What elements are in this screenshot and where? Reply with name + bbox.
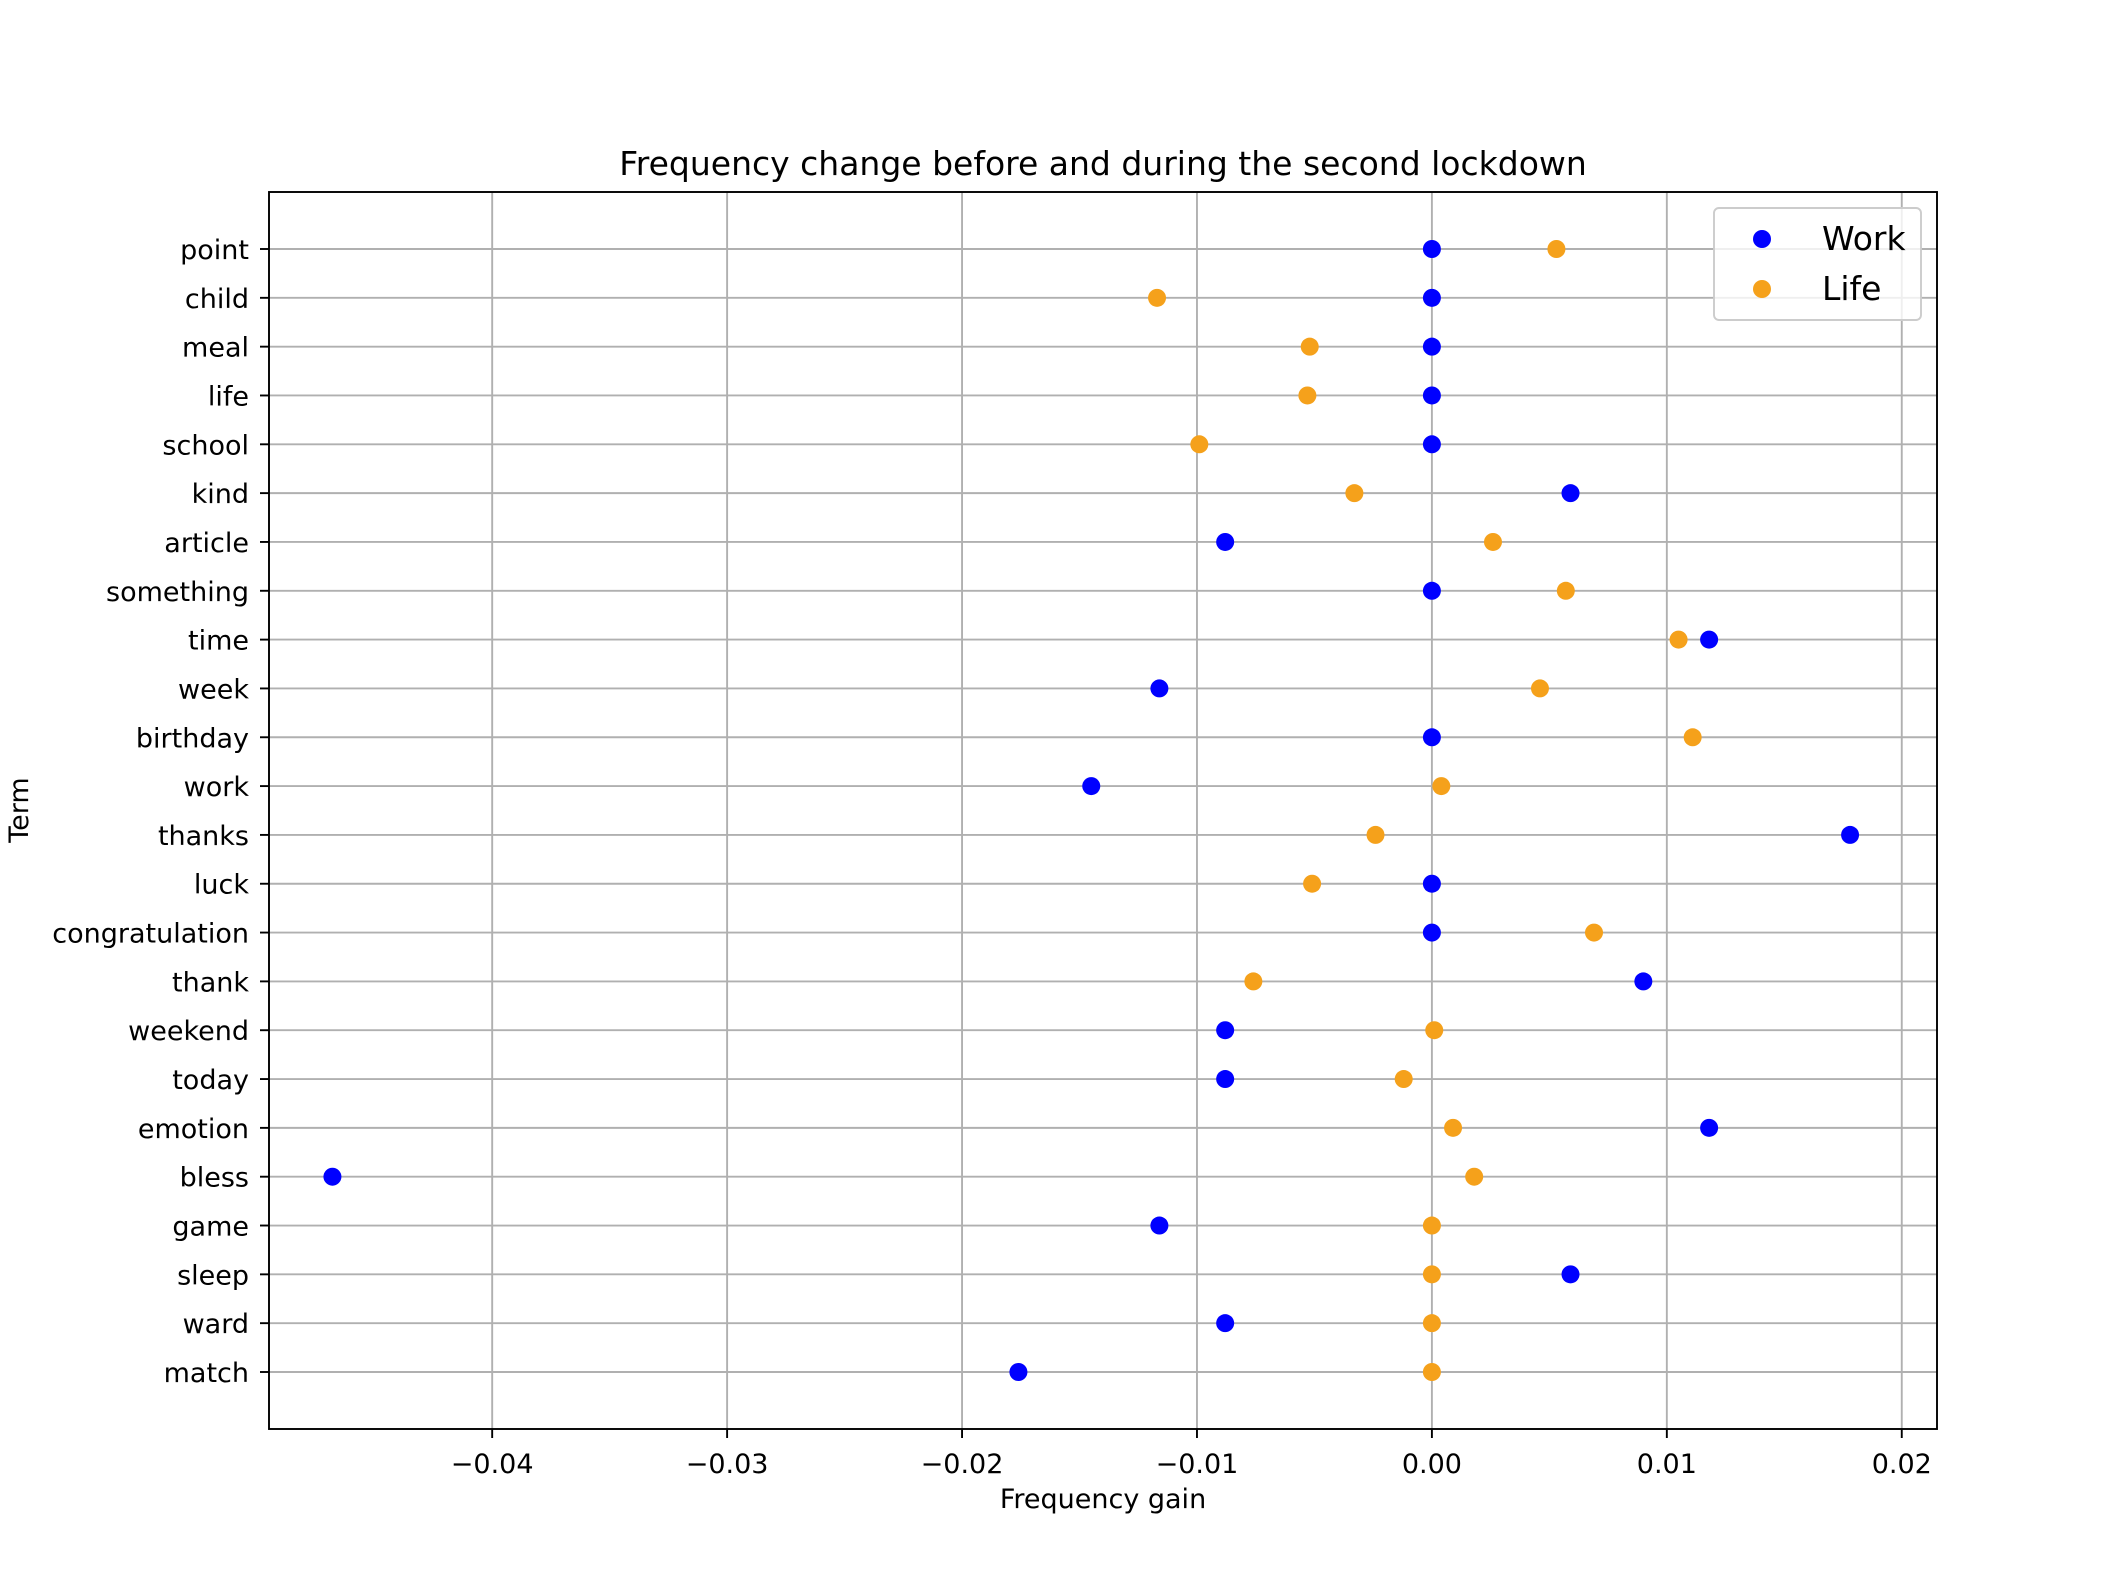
point-work-birthday <box>1422 728 1441 747</box>
point-life-sleep <box>1422 1265 1441 1284</box>
point-life-time <box>1669 630 1688 649</box>
y-tick-label-emotion: emotion <box>138 1114 249 1145</box>
point-work-child <box>1422 288 1441 307</box>
point-life-thank <box>1244 972 1263 991</box>
point-work-ward <box>1216 1314 1235 1333</box>
point-life-congratulation <box>1585 923 1604 942</box>
point-work-article <box>1216 532 1235 551</box>
y-tick-label-ward: ward <box>183 1309 249 1340</box>
point-life-child <box>1148 288 1167 307</box>
point-life-something <box>1556 581 1575 600</box>
point-life-week <box>1530 679 1549 698</box>
data-points <box>323 240 1860 1381</box>
y-tick-label-game: game <box>172 1212 249 1243</box>
legend: Work Life <box>1713 207 1922 321</box>
x-tick-label: 0.02 <box>1872 1449 1932 1480</box>
y-tick-label-school: school <box>162 430 249 461</box>
y-tick-label-time: time <box>188 626 249 657</box>
point-life-work <box>1432 777 1451 796</box>
y-tick-label-work: work <box>184 772 250 803</box>
point-work-something <box>1422 581 1441 600</box>
chart-title: Frequency change before and during the s… <box>619 144 1587 183</box>
x-tick-label: −0.04 <box>451 1449 534 1480</box>
point-life-school <box>1190 435 1209 454</box>
legend-label-life: Life <box>1822 269 1881 308</box>
y-axis-label: Term <box>4 777 35 843</box>
point-life-ward <box>1422 1314 1441 1333</box>
point-life-thanks <box>1366 825 1385 844</box>
point-work-kind <box>1561 484 1580 503</box>
y-tick-label-match: match <box>164 1358 249 1389</box>
plot-area-frame <box>268 191 1938 1430</box>
point-life-kind <box>1345 484 1364 503</box>
y-tick-label-point: point <box>180 235 249 266</box>
x-tick-label: 0.01 <box>1637 1449 1697 1480</box>
x-tick-label: −0.02 <box>921 1449 1004 1480</box>
point-work-work <box>1082 777 1101 796</box>
point-work-weekend <box>1216 1021 1235 1040</box>
point-life-point <box>1547 240 1566 258</box>
point-work-sleep <box>1561 1265 1580 1284</box>
y-tick-label-life: life <box>208 381 249 412</box>
point-life-game <box>1422 1216 1441 1235</box>
y-tick-label-weekend: weekend <box>128 1016 249 1047</box>
y-tick-label-congratulation: congratulation <box>52 919 249 950</box>
y-tick-label-something: something <box>106 577 249 608</box>
y-tick-label-thank: thank <box>172 967 249 998</box>
point-work-life <box>1422 386 1441 405</box>
point-life-bless <box>1465 1167 1484 1186</box>
legend-marker-life <box>1753 280 1771 298</box>
y-tick-label-child: child <box>185 284 249 315</box>
y-tick-label-thanks: thanks <box>158 821 249 852</box>
x-axis-label: Frequency gain <box>1000 1484 1206 1515</box>
y-tick-label-bless: bless <box>180 1163 249 1194</box>
grid <box>269 192 1937 1429</box>
point-work-luck <box>1422 874 1441 893</box>
x-tick-label: −0.01 <box>1156 1449 1239 1480</box>
y-tick-label-week: week <box>178 674 249 705</box>
point-work-thank <box>1634 972 1653 991</box>
y-tick-label-meal: meal <box>182 333 249 364</box>
point-life-meal <box>1300 337 1319 356</box>
legend-marker-work <box>1753 230 1771 248</box>
y-tick-label-article: article <box>164 528 249 559</box>
point-life-luck <box>1303 874 1322 893</box>
point-life-emotion <box>1444 1118 1463 1137</box>
point-life-article <box>1483 532 1502 551</box>
y-tick-label-luck: luck <box>194 870 249 901</box>
x-axis-ticks: −0.04 −0.03 −0.02 −0.01 0.00 0.01 0.02 <box>451 1429 1932 1480</box>
x-tick-label: 0.00 <box>1402 1449 1462 1480</box>
y-tick-label-kind: kind <box>192 479 249 510</box>
point-life-match <box>1422 1363 1441 1381</box>
point-work-bless <box>323 1167 342 1186</box>
y-axis-ticks: point child meal life school kind article somet… <box>52 235 269 1389</box>
point-life-birthday <box>1683 728 1702 747</box>
point-work-thanks <box>1841 825 1860 844</box>
point-life-today <box>1394 1070 1413 1089</box>
x-tick-label: −0.03 <box>686 1449 769 1480</box>
y-tick-label-sleep: sleep <box>177 1260 249 1291</box>
point-work-time <box>1700 630 1719 649</box>
point-work-congratulation <box>1422 923 1441 942</box>
point-life-life <box>1298 386 1317 405</box>
point-work-school <box>1422 435 1441 454</box>
point-work-week <box>1150 679 1169 698</box>
point-work-meal <box>1422 337 1441 356</box>
y-tick-label-today: today <box>172 1065 249 1096</box>
y-tick-label-birthday: birthday <box>136 723 249 754</box>
legend-label-work: Work <box>1822 219 1906 258</box>
point-work-point <box>1422 240 1441 258</box>
point-work-today <box>1216 1070 1235 1089</box>
point-work-game <box>1150 1216 1169 1235</box>
point-life-weekend <box>1425 1021 1444 1040</box>
point-work-emotion <box>1700 1118 1719 1137</box>
point-work-match <box>1009 1363 1028 1381</box>
